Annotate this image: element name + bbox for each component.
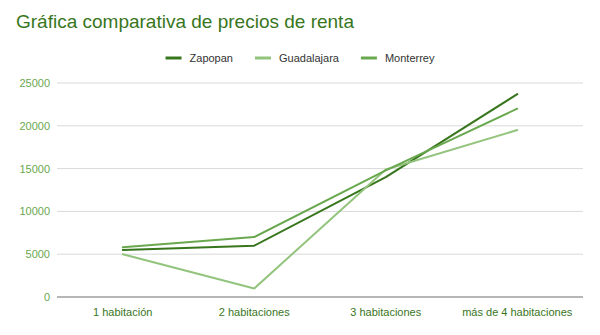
chart-container: Gráfica comparativa de precios de renta 0… [0,0,600,335]
x-axis-line [57,297,583,298]
legend-item: Monterrey [361,52,435,64]
y-tick-label: 10000 [19,205,50,217]
y-tick-label: 0 [44,291,50,303]
legend-label: Monterrey [385,52,435,64]
y-tick-label: 5000 [26,248,50,260]
y-tick-label: 20000 [19,120,50,132]
grid [57,83,583,297]
legend-swatch [361,57,377,60]
series-line [123,130,518,288]
grid-line [57,83,583,84]
legend-item: Zapopan [166,52,233,64]
x-tick-label: 1 habitación [93,306,152,318]
x-tick-label: 3 habitaciones [350,306,421,318]
legend: Zapopan Guadalajara Monterrey [166,52,435,64]
legend-label: Zapopan [190,52,233,64]
y-tick-label: 15000 [19,163,50,175]
legend-item: Guadalajara [255,52,340,64]
legend-label: Guadalajara [279,52,340,64]
grid-line [57,254,583,255]
x-tick-label: más de 4 habitaciones [462,306,573,318]
grid-line [57,297,583,298]
grid-line [57,125,583,126]
chart-title: Gráfica comparativa de precios de renta [16,11,354,32]
y-tick-label: 25000 [19,77,50,89]
x-tick-label: 2 habitaciones [219,306,290,318]
series-line [123,109,518,248]
legend-swatch [255,57,271,60]
series-line [123,94,518,250]
chart-svg: Gráfica comparativa de precios de renta 0… [0,0,600,335]
legend-swatch [166,57,182,60]
grid-line [57,168,583,169]
series-group [123,94,518,288]
